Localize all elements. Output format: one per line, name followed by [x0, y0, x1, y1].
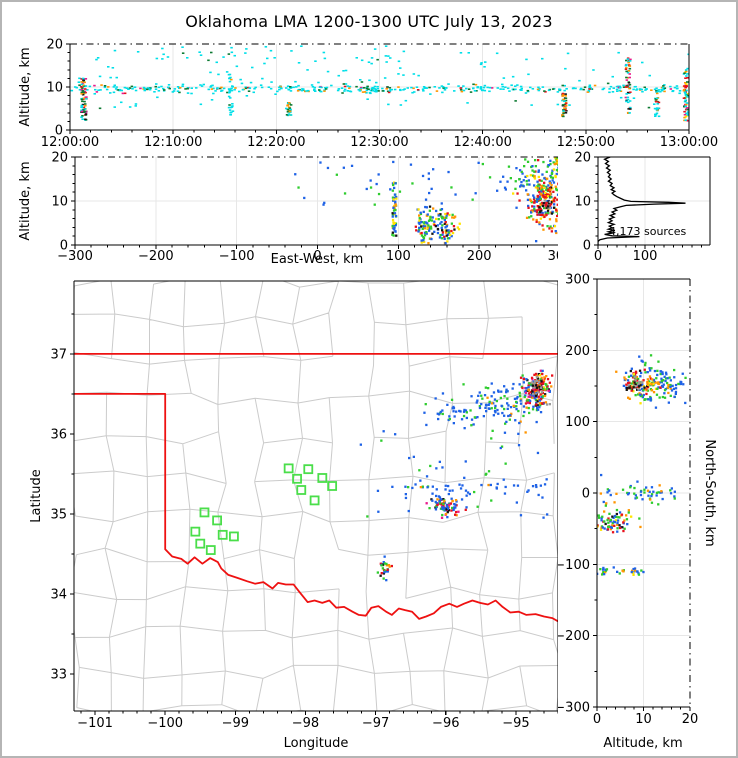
svg-text:12:10:00: 12:10:00 [144, 135, 202, 150]
svg-text:300: 300 [565, 273, 590, 288]
svg-text:−200: −200 [558, 629, 590, 644]
panel-northsouth-height: 0 10 20 −300 −200 −100 0 100 200 300 Altitude, km N… [558, 273, 717, 752]
svg-text:0: 0 [582, 487, 590, 502]
svg-text:−300: −300 [57, 249, 93, 264]
svg-text:Longitude: Longitude [284, 736, 349, 751]
svg-text:0: 0 [593, 712, 601, 727]
svg-text:20: 20 [574, 151, 591, 166]
svg-text:10: 10 [46, 81, 63, 96]
svg-text:0: 0 [594, 249, 602, 264]
svg-text:300: 300 [548, 249, 558, 264]
svg-text:−100: −100 [219, 249, 255, 264]
svg-text:−100: −100 [147, 716, 183, 731]
svg-text:−99: −99 [222, 716, 249, 731]
svg-text:−200: −200 [138, 249, 174, 264]
svg-text:0: 0 [313, 249, 321, 264]
svg-text:200: 200 [565, 344, 590, 359]
svg-text:East-West, km: East-West, km [271, 252, 364, 267]
svg-text:−98: −98 [292, 716, 319, 731]
svg-text:10: 10 [635, 712, 652, 727]
svg-text:0: 0 [55, 124, 63, 139]
svg-text:10: 10 [51, 195, 68, 210]
svg-text:12:40:00: 12:40:00 [453, 135, 511, 150]
figure-title: Oklahoma LMA 1200-1300 UTC July 13, 2023 [185, 12, 553, 31]
svg-text:10: 10 [574, 195, 591, 210]
panel-altitude-histogram: 4,173 sources 0 100 0 10 20 [574, 151, 711, 264]
panel-eastwest-height: −300 −200 −100 0 100 200 300 0 10 20 East-West, km… [18, 151, 558, 267]
svg-text:Altitude, km: Altitude, km [18, 161, 33, 240]
svg-text:0: 0 [583, 239, 591, 254]
svg-text:North-South, km: North-South, km [702, 439, 717, 546]
svg-text:Latitude: Latitude [29, 469, 44, 523]
svg-text:33: 33 [50, 668, 67, 683]
svg-text:100: 100 [565, 415, 590, 430]
svg-text:100: 100 [386, 249, 411, 264]
svg-text:Altitude, km: Altitude, km [18, 47, 33, 126]
svg-text:12:30:00: 12:30:00 [350, 135, 408, 150]
svg-text:−96: −96 [432, 716, 459, 731]
svg-text:20: 20 [46, 38, 63, 53]
svg-text:12:00:00: 12:00:00 [41, 135, 99, 150]
svg-text:0: 0 [60, 239, 68, 254]
svg-text:13:00:00: 13:00:00 [660, 135, 718, 150]
svg-text:36: 36 [50, 427, 67, 442]
svg-text:Altitude, km: Altitude, km [603, 736, 682, 751]
svg-text:35: 35 [50, 508, 67, 523]
svg-text:−300: −300 [558, 701, 590, 716]
svg-text:−95: −95 [502, 716, 529, 731]
svg-text:4,173 sources: 4,173 sources [609, 225, 687, 238]
svg-text:12:20:00: 12:20:00 [247, 135, 305, 150]
svg-text:−101: −101 [77, 716, 113, 731]
svg-text:−100: −100 [558, 558, 590, 573]
panel-plan-view-map: −101 −100 −99 −98 −97 −96 −95 33 34 35 36 37 Longitu… [29, 280, 558, 751]
svg-text:20: 20 [682, 712, 699, 727]
svg-text:−97: −97 [362, 716, 389, 731]
svg-text:37: 37 [50, 347, 67, 362]
svg-text:34: 34 [50, 588, 67, 603]
svg-text:200: 200 [467, 249, 492, 264]
panel-time-height: 12:00:00 12:10:00 12:20:00 12:30:00 12:40:00… [18, 38, 718, 151]
svg-text:12:50:00: 12:50:00 [557, 135, 615, 150]
svg-text:20: 20 [51, 151, 68, 166]
svg-text:100: 100 [633, 249, 658, 264]
